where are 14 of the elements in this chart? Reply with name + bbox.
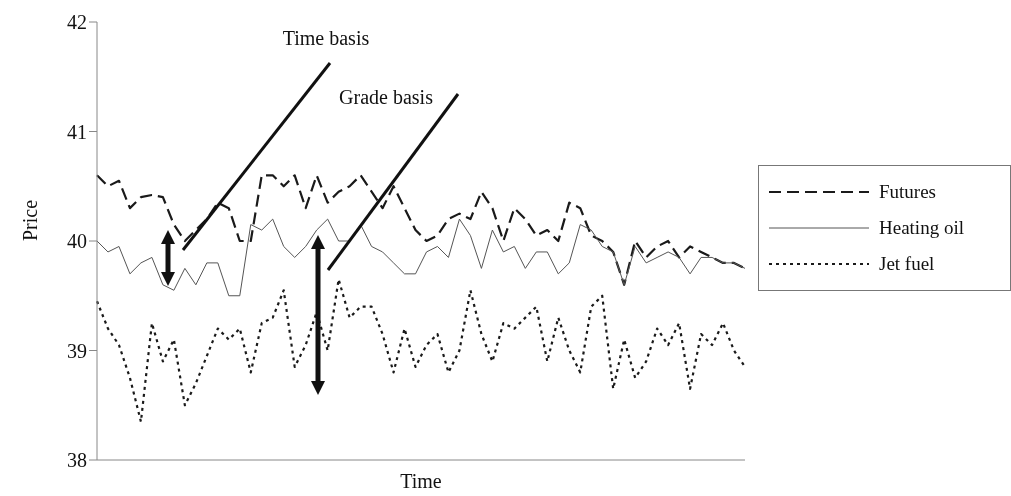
line-series	[95, 278, 747, 423]
y-axis-title: Price	[19, 199, 42, 241]
annotation: Time basis	[282, 27, 370, 49]
x-axis-title: Time	[400, 470, 442, 492]
y-tick-label: 39	[67, 339, 87, 362]
text: Jet fuel	[879, 253, 935, 275]
y-tick-label: 41	[67, 120, 87, 143]
text: Futures	[879, 181, 936, 203]
y-tick-label: 38	[67, 449, 87, 472]
y-tick-label: 40	[67, 230, 87, 253]
line-series	[96, 218, 746, 297]
annotation: Grade basis	[339, 86, 434, 108]
y-tick-label: 42	[67, 11, 87, 34]
text: Heating oil	[879, 217, 964, 239]
